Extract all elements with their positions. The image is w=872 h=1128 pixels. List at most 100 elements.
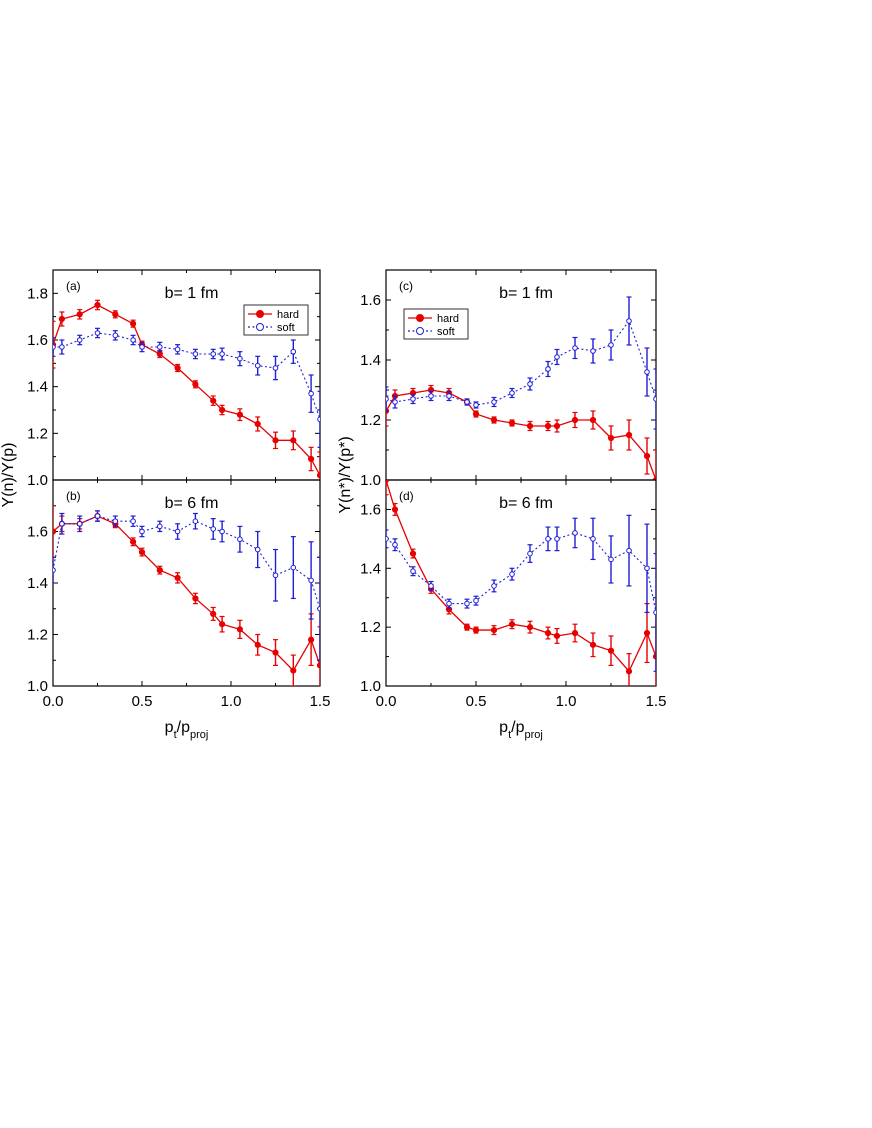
data-point-soft	[174, 528, 181, 535]
data-point-soft	[94, 513, 101, 519]
data-point-hard	[490, 416, 498, 424]
data-point-soft	[527, 550, 533, 557]
data-point-soft	[572, 530, 578, 536]
data-point-hard	[386, 480, 390, 484]
data-point-soft	[76, 520, 83, 527]
data-point-soft	[237, 355, 243, 362]
y-tick-label: 1.6	[27, 524, 48, 541]
data-point-soft	[112, 332, 119, 339]
data-point-soft	[473, 402, 479, 408]
data-point-soft	[130, 337, 136, 343]
data-point-soft	[254, 362, 261, 369]
data-point-soft	[608, 342, 614, 348]
data-point-hard	[472, 410, 480, 418]
data-point-hard	[272, 437, 279, 444]
data-point-soft	[653, 609, 656, 616]
x-axis-title: pt/pproj	[499, 719, 543, 741]
data-point-hard	[490, 626, 498, 634]
data-point-soft	[545, 536, 551, 542]
impact-parameter-label: b= 1 fm	[499, 285, 553, 302]
data-point-hard	[290, 437, 297, 444]
data-point-soft	[317, 416, 320, 423]
panel-d: 1.0 1.2 1.4 1.6 0.0 0.5 1.0 1.5 (d) b= 6 fm pt/ppr…	[360, 479, 667, 741]
data-point-hard	[625, 668, 633, 675]
data-point-soft	[130, 518, 136, 525]
data-point-soft	[644, 369, 650, 375]
data-point-hard	[130, 320, 137, 327]
data-point-soft	[491, 399, 497, 405]
y-tick-label: 1.8	[27, 285, 48, 302]
data-point-hard	[625, 431, 633, 439]
y-tick-label: 1.0	[360, 472, 381, 489]
data-point-soft	[446, 393, 452, 399]
data-point-hard	[308, 636, 315, 643]
data-point-soft	[428, 393, 434, 399]
data-point-soft	[210, 351, 216, 357]
data-point-soft	[608, 556, 614, 563]
legend-marker-soft	[256, 323, 264, 331]
y-tick-label: 1.2	[360, 619, 381, 636]
data-point-hard	[316, 662, 320, 669]
data-point-soft	[428, 583, 434, 589]
x-tick-label: 0.0	[43, 693, 64, 710]
panel-label: (c)	[399, 279, 413, 293]
series-line-hard	[53, 515, 320, 672]
y-tick-label: 1.4	[360, 560, 381, 577]
legend-box	[403, 308, 469, 340]
y-axis-title: Y(n*)/Y(p*)	[337, 436, 354, 513]
data-area	[386, 296, 656, 480]
data-point-soft	[590, 348, 596, 354]
data-point-hard	[526, 624, 534, 631]
x-tick-label: 0.5	[132, 693, 153, 710]
data-point-hard	[607, 434, 615, 442]
data-point-soft	[308, 577, 314, 584]
data-point-hard	[553, 422, 561, 430]
data-point-hard	[508, 621, 516, 628]
data-point-hard	[571, 629, 579, 637]
data-point-soft	[219, 351, 225, 357]
data-point-hard	[210, 610, 217, 618]
data-point-soft	[644, 565, 650, 572]
series-line-hard	[386, 480, 656, 673]
data-point-soft	[157, 344, 163, 350]
data-point-soft	[527, 381, 533, 387]
series-soft	[386, 514, 656, 672]
data-point-hard	[219, 621, 226, 628]
data-point-hard	[254, 641, 261, 648]
data-point-soft	[392, 541, 398, 548]
data-point-hard	[219, 406, 226, 414]
series-soft	[53, 327, 320, 448]
data-point-hard	[409, 550, 417, 557]
series-soft	[53, 510, 320, 661]
data-point-soft	[572, 345, 578, 351]
series-line-soft	[53, 332, 320, 420]
data-point-hard	[236, 411, 243, 418]
legend-label-hard: hard	[437, 313, 459, 325]
y-tick-label: 1.4	[27, 379, 48, 396]
data-point-hard	[138, 549, 146, 556]
panel-label: (b)	[66, 489, 81, 503]
data-point-hard	[316, 472, 320, 479]
legend-label-soft: soft	[437, 326, 455, 338]
data-point-hard	[589, 641, 597, 648]
data-point-soft	[139, 344, 145, 350]
data-point-soft	[554, 354, 560, 360]
series-line-soft	[386, 319, 656, 406]
panel-b: 1.0 1.2 1.4 1.6 0.0 0.5 1.0 1.5 (b) b= 6 fm pt/ppr…	[27, 479, 330, 741]
data-point-soft	[392, 399, 398, 405]
data-point-soft	[446, 600, 452, 607]
legend-box	[243, 304, 309, 336]
data-point-hard	[544, 629, 552, 637]
data-point-soft	[386, 536, 389, 542]
x-tick-label: 1.5	[646, 693, 667, 710]
data-point-hard	[290, 667, 297, 674]
data-point-soft	[308, 390, 314, 397]
legend-label-soft: soft	[277, 322, 295, 334]
data-point-hard	[94, 301, 101, 309]
data-point-hard	[76, 311, 83, 318]
data-point-hard	[210, 397, 217, 404]
